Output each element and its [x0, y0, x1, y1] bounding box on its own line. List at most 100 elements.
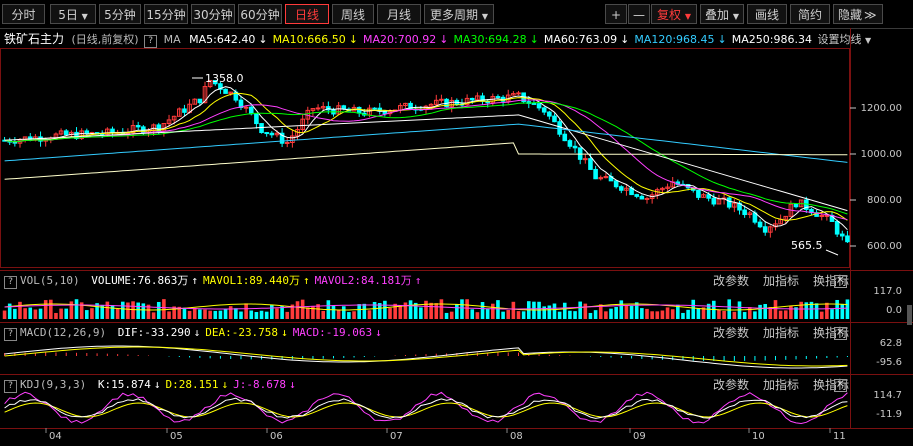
kdj-edit-params-button[interactable]: 改参数: [712, 378, 749, 392]
draw-line-button[interactable]: 画线: [747, 4, 787, 24]
volume-bar: [619, 300, 624, 319]
vol-info-line: ? VOL(5,10) VOLUME:76.863万 ↑ MAVOL1:89.440万…: [2, 273, 421, 289]
vol-value-0: VOLUME:76.863万: [91, 274, 189, 287]
period-tab-weekly[interactable]: 周线: [332, 4, 374, 24]
more-periods-dropdown[interactable]: 更多周期 ▼: [424, 4, 494, 24]
vol-switch-indicator-button[interactable]: 换指标: [812, 274, 849, 288]
candle-body: [356, 106, 362, 114]
period-tab-5day[interactable]: 5日 ▼: [50, 4, 96, 24]
volume-bar: [192, 307, 197, 319]
zoom-in-button[interactable]: +: [605, 4, 627, 24]
zoom-out-button[interactable]: —: [628, 4, 650, 24]
candle-body: [79, 130, 84, 140]
kdj-tick-max: 114.7: [873, 390, 902, 401]
volume-bar: [470, 309, 475, 319]
volume-bar: [198, 309, 202, 319]
chevron-down-icon: ▼: [732, 12, 739, 21]
macd-add-indicator-button[interactable]: 加指标: [762, 326, 799, 340]
volume-bar: [465, 299, 469, 319]
ma-value-4: MA60:763.09: [543, 33, 618, 46]
volume-bar: [38, 308, 43, 319]
candle-body: [603, 176, 609, 179]
kdj-close-icon[interactable]: ✕: [834, 379, 847, 392]
chevron-down-icon: ▼: [481, 12, 488, 21]
volume-bar: [321, 310, 326, 319]
volume-bar: [521, 311, 526, 319]
volume-bar: [573, 311, 577, 319]
volume-bar: [706, 303, 711, 319]
period-tab-60min[interactable]: 60分钟: [238, 4, 282, 24]
kdj-value-1: D:28.151: [165, 378, 219, 391]
volume-bar: [151, 312, 156, 319]
price-info-line: 铁矿石主力 (日线,前复权) ? MA MA5:642.40 ↓ MA10:666.…: [4, 31, 871, 48]
period-tab-daily[interactable]: 日线: [285, 4, 329, 24]
period-tab-5min[interactable]: 5分钟: [99, 4, 141, 24]
vol-add-indicator-button[interactable]: 加指标: [762, 274, 799, 288]
hide-button[interactable]: 隐藏 ≫: [833, 4, 883, 24]
candle-body: [696, 189, 701, 198]
candle-body: [403, 102, 408, 107]
volume-bar: [825, 302, 829, 319]
help-icon[interactable]: ?: [4, 328, 17, 341]
scrollbar-handle[interactable]: [907, 305, 912, 325]
macd-trend-arrow-icon: ↓: [193, 326, 201, 339]
volume-bar: [676, 304, 680, 319]
period-tab-fenshi[interactable]: 分时: [2, 4, 45, 24]
volume-bar: [213, 310, 218, 319]
volume-bar: [177, 306, 182, 319]
overlay-dropdown[interactable]: 叠加 ▼: [700, 4, 744, 24]
candle-body: [197, 98, 203, 104]
ma5-line: [4, 86, 848, 231]
kdj-switch-indicator-button[interactable]: 换指标: [812, 378, 849, 392]
kdj-trend-arrow-icon: ↓: [153, 378, 161, 391]
volume-bar: [722, 310, 726, 319]
kdj-add-indicator-button[interactable]: 加指标: [762, 378, 799, 392]
candle-body: [762, 226, 768, 233]
ma-trend-arrow-icon: ↓: [529, 33, 539, 46]
vol-close-icon[interactable]: ✕: [834, 275, 847, 288]
ma-prefix: MA: [163, 33, 181, 46]
help-icon[interactable]: ?: [144, 35, 158, 48]
volume-bar: [403, 302, 408, 319]
dea-line: [4, 346, 848, 367]
volume-bar: [814, 303, 819, 319]
macd-edit-params-button[interactable]: 改参数: [712, 326, 749, 340]
volume-bar: [696, 308, 701, 319]
volume-bar: [74, 299, 79, 319]
help-icon[interactable]: ?: [4, 380, 17, 393]
volume-bar: [105, 301, 110, 319]
period-tab-15min[interactable]: 15分钟: [144, 4, 188, 24]
simple-mode-button[interactable]: 简约: [790, 4, 830, 24]
kdj-values: K:15.874 ↓ D:28.151 ↓ J:-8.678 ↓: [93, 378, 296, 391]
adjust-dropdown[interactable]: 复权 ▼: [651, 4, 697, 24]
date-label-06: 06: [270, 431, 283, 442]
kdj-indicator-name: KDJ(9,3,3): [20, 378, 87, 391]
period-tab-30min[interactable]: 30分钟: [191, 4, 235, 24]
period-tab-monthly[interactable]: 月线: [377, 4, 421, 24]
price-tick-1200: 1200.00: [860, 103, 902, 114]
candle-body: [536, 103, 542, 109]
candle-body: [177, 108, 182, 117]
vol-edit-params-button[interactable]: 改参数: [712, 274, 749, 288]
macd-value-0: DIF:-33.290: [117, 326, 191, 339]
help-icon[interactable]: ?: [4, 276, 17, 289]
candle-body: [218, 83, 223, 90]
volume-bar: [331, 305, 336, 319]
volume-bar: [59, 308, 63, 319]
macd-trend-arrow-icon: ↓: [375, 326, 382, 339]
volume-bar: [640, 308, 644, 319]
candle-body: [701, 194, 706, 198]
candle-body: [572, 145, 578, 149]
volume-bar: [408, 300, 413, 319]
macd-close-icon[interactable]: ✕: [834, 327, 847, 340]
date-label-08: 08: [510, 431, 523, 442]
candle-body: [511, 93, 516, 96]
double-chevron-right-icon: ≫: [864, 8, 877, 22]
macd-switch-indicator-button[interactable]: 换指标: [812, 326, 849, 340]
chart-subtitle: (日线,前复权): [71, 33, 139, 46]
volume-bar: [655, 311, 660, 319]
candle-body: [552, 115, 557, 123]
candle-body: [495, 96, 501, 99]
candle-body: [732, 202, 737, 208]
